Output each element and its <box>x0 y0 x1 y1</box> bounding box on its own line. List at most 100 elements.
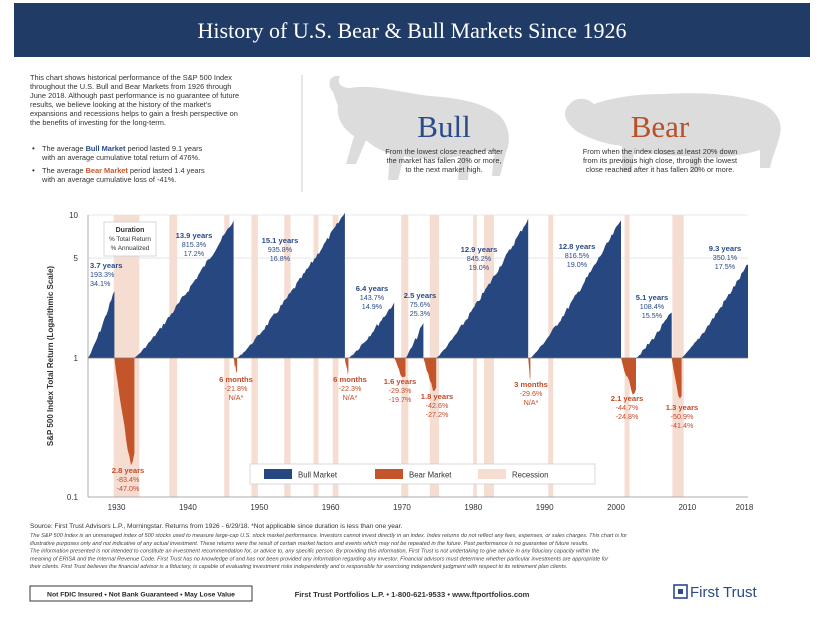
key-box-line: Duration <box>116 227 145 234</box>
bear-desc-line: from its previous high close, through th… <box>583 156 737 165</box>
key-box-line: % Total Return <box>109 236 151 243</box>
fdic-badge-text: Not FDIC Insured • Not Bank Guaranteed •… <box>47 592 235 599</box>
y-axis-label: S&P 500 Index Total Return (Logarithmic … <box>46 266 55 447</box>
footer: Source: First Trust Advisors L.P., Morni… <box>29 523 757 602</box>
chart-area: 10 5 1 0.1 1930 1940 1950 1960 1970 1980 1990 2000 2… <box>46 211 754 512</box>
market-areas <box>88 212 748 466</box>
x-tick-label: 1980 <box>464 503 482 512</box>
bull-label-line: 845.2% <box>467 254 492 263</box>
intro-text: This chart shows historical performance … <box>30 73 239 184</box>
bull-market-area <box>681 264 748 358</box>
legend-swatch-bull <box>264 469 292 479</box>
recession-band <box>672 215 684 497</box>
bear-label-line: 1.8 years <box>421 392 454 401</box>
bear-market-area <box>394 358 406 378</box>
intro-line: results, we believe looking at the histo… <box>30 100 211 109</box>
bull-market-area <box>237 212 345 358</box>
bull-market-area <box>436 218 529 358</box>
bull-desc-line: the market has fallen 20% or more, <box>386 156 501 165</box>
bear-market-area <box>621 358 636 395</box>
bull-label-line: 19.0% <box>469 263 490 272</box>
x-tick-label: 2018 <box>736 503 754 512</box>
bear-heading: Bear <box>631 109 690 144</box>
bull-label-line: 13.9 years <box>176 231 213 240</box>
bull-silhouette <box>329 75 509 180</box>
x-tick-label: 1970 <box>393 503 411 512</box>
logo-text: First Trust <box>690 584 757 601</box>
disclaimer-line: meaning of ERISA and the Internal Revenu… <box>30 556 609 562</box>
x-tick-label: 1950 <box>250 503 268 512</box>
x-tick-label: 1960 <box>322 503 340 512</box>
disclaimer-line: illustrative purposes only and not indic… <box>30 541 589 547</box>
bear-label-line: 1.3 years <box>666 403 699 412</box>
y-tick-label: 1 <box>74 354 79 363</box>
bull-label-line: 16.8% <box>270 254 291 263</box>
bear-label-line: N/A* <box>229 393 244 402</box>
x-tick-label: 1940 <box>179 503 197 512</box>
contact-line: First Trust Portfolios L.P. • 1-800-621-… <box>295 590 530 599</box>
bear-label-line: 2.1 years <box>611 394 644 403</box>
bull-label-line: 108.4% <box>640 302 665 311</box>
bullet-line: with an average cumulative total return … <box>41 153 200 162</box>
bull-label-line: 3.7 years <box>90 261 123 270</box>
legend: Bull Market Bear Market Recession <box>249 463 596 485</box>
bear-label-line: -19.7% <box>389 395 412 404</box>
y-tick-label: 10 <box>69 211 78 220</box>
bull-heading: Bull <box>417 109 470 144</box>
bull-desc-line: From the lowest close reached after <box>385 147 503 156</box>
key-box-frame <box>103 221 157 257</box>
disclaimer-line: The information presented is not intende… <box>30 549 599 555</box>
bear-label-line: 6 months <box>333 375 367 384</box>
bear-label-line: -29.6% <box>520 389 543 398</box>
page-title: History of U.S. Bear & Bull Markets Sinc… <box>198 18 627 43</box>
bear-label-line: -83.4% <box>117 475 140 484</box>
bear-desc-line: From when the index closes at least 20% … <box>583 147 737 156</box>
disclaimer-line: their clients. First Trust believes the … <box>30 564 568 570</box>
bullet-dot: • <box>32 166 35 175</box>
bear-label-line: -24.8% <box>616 412 639 421</box>
bullet-line: The average Bull Market period lasted 9.… <box>42 144 203 153</box>
key-box: Duration % Total Return % Annualized <box>103 221 157 257</box>
bear-label-line: -42.6% <box>426 401 449 410</box>
y-tick-label: 0.1 <box>67 493 79 502</box>
intro-line: the benefits of investing for the long-t… <box>30 118 166 127</box>
bullet-emphasis: Bull Market <box>86 144 126 153</box>
bullet-dot: • <box>32 144 35 153</box>
bear-label-line: N/A* <box>343 393 358 402</box>
bull-label-line: 34.1% <box>90 279 111 288</box>
legend-label: Recession <box>512 471 548 480</box>
bear-label-line: -22.3% <box>339 384 362 393</box>
bullet-text: The average <box>42 166 86 175</box>
legend-swatch-recession <box>478 469 506 479</box>
bull-label-line: 350.1% <box>713 253 738 262</box>
bull-label-line: 19.0% <box>567 260 588 269</box>
bear-label-line: -44.7% <box>616 403 639 412</box>
bear-label-line: -21.8% <box>225 384 248 393</box>
bull-label-line: 12.9 years <box>461 245 498 254</box>
disclaimer-line: The S&P 500 Index is an unmanaged index … <box>30 533 628 539</box>
bull-market-area <box>530 220 621 358</box>
bull-market-area <box>636 312 672 358</box>
bear-silhouette <box>564 93 781 172</box>
bull-market-area <box>348 302 395 358</box>
bear-label-line: N/A* <box>524 398 539 407</box>
bull-label-line: 6.4 years <box>356 284 389 293</box>
bull-label-line: 75.6% <box>410 300 431 309</box>
bull-market-area <box>405 322 424 358</box>
bull-label-line: 815.3% <box>182 240 207 249</box>
bear-label-line: -29.3% <box>389 386 412 395</box>
recession-band <box>429 215 440 497</box>
bull-label-line: 14.9% <box>362 302 383 311</box>
bullet-text: period lasted 9.1 years <box>125 144 202 153</box>
recession-band <box>624 215 630 497</box>
axes: 10 5 1 0.1 1930 1940 1950 1960 1970 1980 1990 2000 2… <box>46 211 754 512</box>
bear-label-line: -50.9% <box>671 412 694 421</box>
legend-frame <box>249 463 596 485</box>
bull-label-line: 17.2% <box>184 249 205 258</box>
recession-band <box>401 215 409 497</box>
bullet-text: The average <box>42 144 86 153</box>
bull-label-line: 15.5% <box>642 311 663 320</box>
intro-line: throughout the U.S. Bull and Bear Market… <box>30 82 231 91</box>
